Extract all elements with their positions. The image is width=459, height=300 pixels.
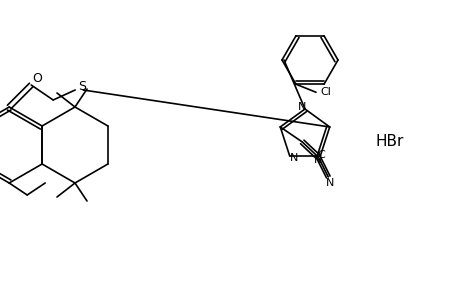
Text: N: N [289, 153, 297, 163]
Text: N: N [297, 102, 306, 112]
Text: N: N [325, 178, 334, 188]
Text: S: S [78, 80, 86, 92]
Text: HBr: HBr [375, 134, 403, 149]
Text: O: O [32, 73, 42, 85]
Text: N: N [313, 155, 322, 165]
Text: Cl: Cl [320, 87, 331, 97]
Text: C: C [317, 150, 325, 160]
